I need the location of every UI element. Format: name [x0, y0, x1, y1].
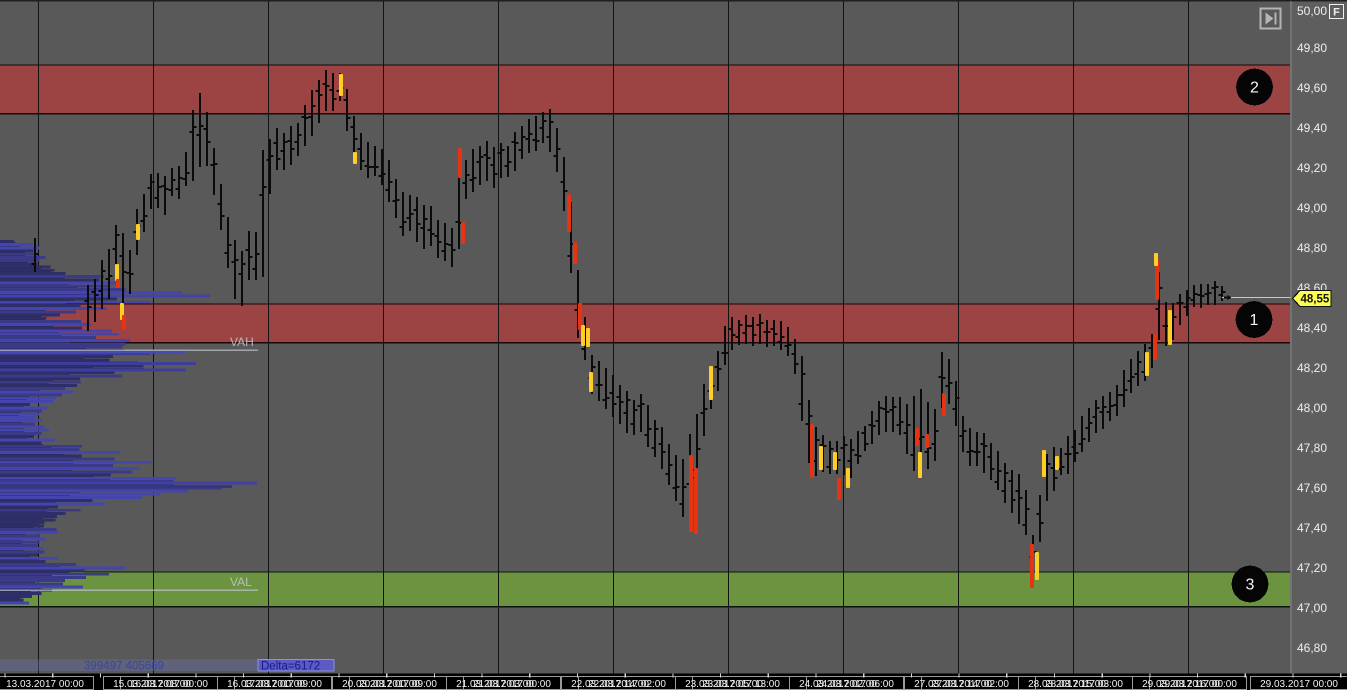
svg-text:Delta=6172: Delta=6172 — [261, 661, 320, 673]
svg-text:VAH: VAH — [230, 335, 254, 349]
svg-text:20.03.2017 00:00: 20.03.2017 00:00 — [342, 679, 420, 690]
svg-text:29.03.2017 16:00: 29.03.2017 16:00 — [1142, 679, 1220, 690]
svg-text:48,40: 48,40 — [1297, 321, 1327, 335]
svg-text:48,55: 48,55 — [1301, 294, 1330, 306]
svg-text:48,80: 48,80 — [1297, 241, 1327, 255]
svg-text:2: 2 — [1250, 80, 1259, 97]
svg-text:50,00: 50,00 — [1297, 4, 1327, 18]
svg-text:49,40: 49,40 — [1297, 121, 1327, 135]
svg-text:1: 1 — [1250, 312, 1259, 329]
svg-text:16.03.2017 00:00: 16.03.2017 00:00 — [227, 679, 305, 690]
svg-text:27.03.2017 02:00: 27.03.2017 02:00 — [931, 679, 1009, 690]
svg-text:22.03.2017 14:00: 22.03.2017 14:00 — [571, 679, 649, 690]
svg-text:3: 3 — [1246, 577, 1255, 594]
svg-text:27.03.2017 14:00: 27.03.2017 14:00 — [914, 679, 992, 690]
svg-text:VAL: VAL — [230, 575, 252, 589]
svg-text:22.03.2017 02:00: 22.03.2017 02:00 — [588, 679, 666, 690]
svg-text:23.03.2017 05:00: 23.03.2017 05:00 — [685, 679, 763, 690]
svg-text:28.03.2017 03:00: 28.03.2017 03:00 — [1045, 679, 1123, 690]
svg-text:16.03.2017 00:00: 16.03.2017 00:00 — [130, 679, 208, 690]
svg-text:24.03.2017 06:00: 24.03.2017 06:00 — [816, 679, 894, 690]
svg-text:21.03.2017 03:00: 21.03.2017 03:00 — [456, 679, 534, 690]
svg-text:48,00: 48,00 — [1297, 401, 1327, 415]
svg-text:29.03.2017 00:00: 29.03.2017 00:00 — [1260, 679, 1338, 690]
svg-text:48,20: 48,20 — [1297, 361, 1327, 375]
svg-text:49,20: 49,20 — [1297, 161, 1327, 175]
svg-text:13.03.2017 00:00: 13.03.2017 00:00 — [6, 679, 84, 690]
svg-text:399497 405669: 399497 405669 — [84, 661, 164, 673]
svg-text:49,60: 49,60 — [1297, 81, 1327, 95]
svg-text:15.03.2017 08:00: 15.03.2017 08:00 — [113, 679, 191, 690]
svg-text:49,80: 49,80 — [1297, 41, 1327, 55]
svg-text:24.03.2017 02:00: 24.03.2017 02:00 — [799, 679, 877, 690]
svg-text:46,80: 46,80 — [1297, 641, 1327, 655]
svg-text:20.03.2017 09:00: 20.03.2017 09:00 — [359, 679, 437, 690]
svg-text:21.03.2017 00:00: 21.03.2017 00:00 — [473, 679, 551, 690]
svg-text:47,40: 47,40 — [1297, 521, 1327, 535]
svg-text:49,00: 49,00 — [1297, 201, 1327, 215]
svg-text:F: F — [1333, 7, 1340, 19]
svg-text:47,60: 47,60 — [1297, 481, 1327, 495]
svg-text:28.03.2017 15:00: 28.03.2017 15:00 — [1028, 679, 1106, 690]
svg-text:47,00: 47,00 — [1297, 601, 1327, 615]
svg-text:17.03.2017 09:00: 17.03.2017 09:00 — [244, 679, 322, 690]
svg-text:47,20: 47,20 — [1297, 561, 1327, 575]
svg-text:29.03.2017 00:00: 29.03.2017 00:00 — [1159, 679, 1237, 690]
svg-text:47,80: 47,80 — [1297, 441, 1327, 455]
svg-text:23.03.2017 13:00: 23.03.2017 13:00 — [702, 679, 780, 690]
